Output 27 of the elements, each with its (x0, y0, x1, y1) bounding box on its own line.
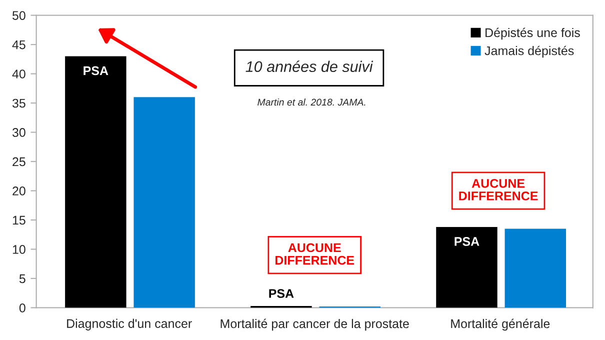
y-tick-label: 25 (12, 157, 26, 166)
x-tick-label: Diagnostic d'un cancer (67, 318, 192, 330)
y-tick-label: 5 (19, 274, 26, 284)
y-tick-label: 20 (12, 186, 26, 196)
annotation: 10 années de suivi (246, 60, 374, 72)
y-tick-label: 15 (12, 216, 26, 225)
legend-label: Jamais dépistés (484, 46, 574, 58)
y-tick-label: 50 (12, 11, 26, 20)
y-tick-label: 35 (12, 98, 26, 108)
bar (436, 227, 498, 308)
legend-label: Dépistés une fois (486, 28, 580, 40)
x-tick-label: Mortalité par cancer de la prostate (220, 318, 409, 331)
y-tick-label: 0 (19, 304, 26, 312)
y-tick-label: 10 (12, 245, 26, 254)
x-tick-label: Mortalité générale (451, 318, 550, 331)
annotation: Martin et al. 2018. JAMA. (258, 98, 366, 106)
annotation: PSA (454, 237, 480, 246)
annotation: AUCUNE DIFFERENCE (276, 243, 354, 265)
bar (134, 97, 195, 308)
bar (504, 228, 566, 308)
y-tick-label: 30 (12, 128, 26, 137)
annotation: AUCUNE DIFFERENCE (459, 178, 538, 200)
annotation: PSA (84, 66, 108, 76)
y-tick-label: 45 (12, 40, 26, 50)
bar (65, 56, 126, 308)
annotation: PSA (269, 289, 294, 298)
y-tick-label: 40 (12, 70, 26, 78)
